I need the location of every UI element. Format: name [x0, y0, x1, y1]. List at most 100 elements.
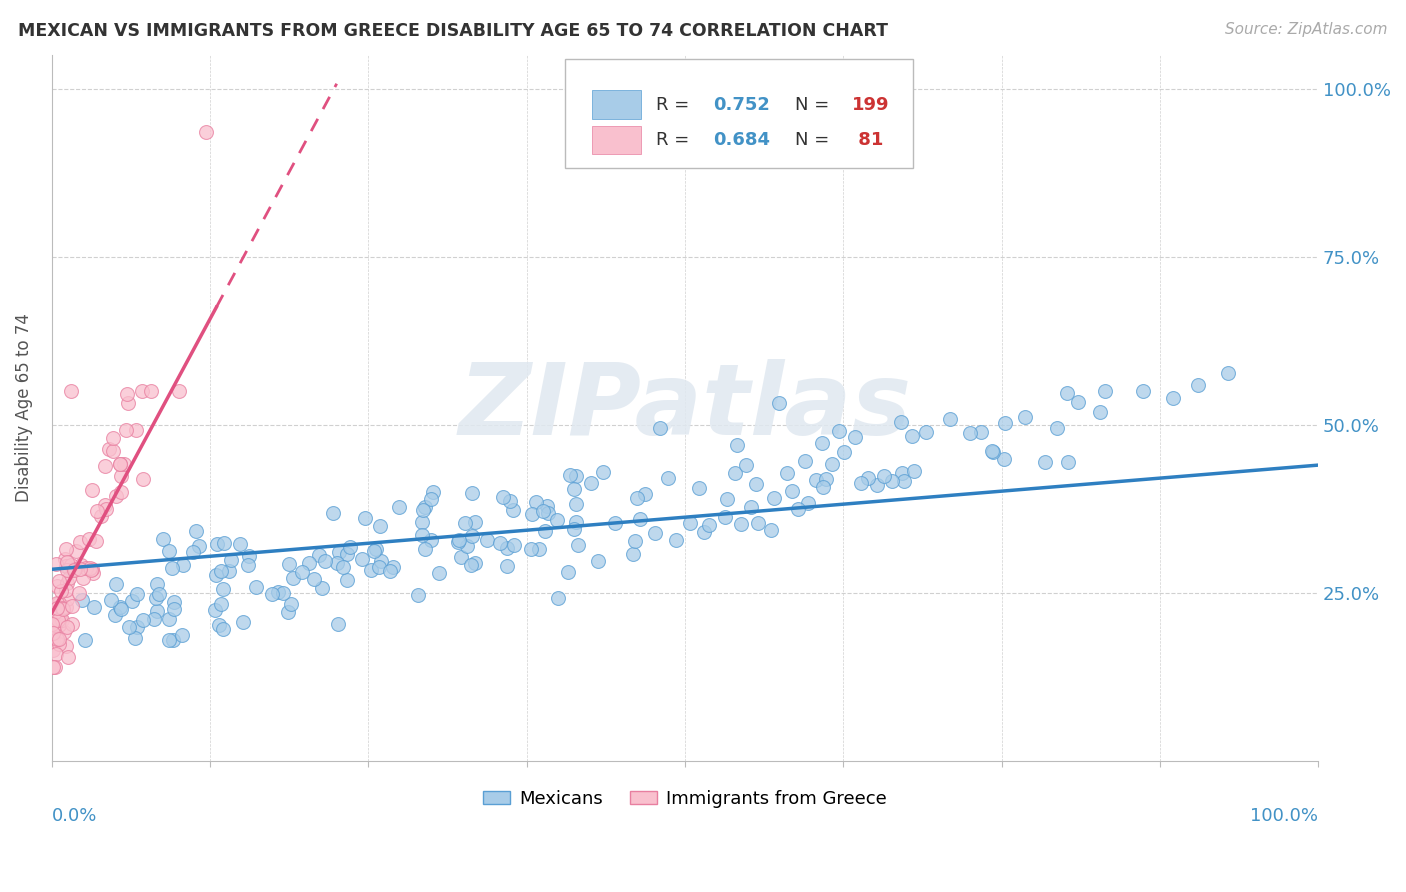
- Point: [352, 551, 374, 566]
- Point: [734, 458, 756, 473]
- Text: 81: 81: [852, 131, 883, 149]
- Point: [84, 533, 107, 548]
- Point: [811, 435, 834, 450]
- Point: [628, 512, 651, 526]
- Point: [579, 475, 602, 490]
- Point: [415, 500, 437, 515]
- Point: [62, 563, 84, 577]
- Point: [624, 533, 647, 548]
- Point: [159, 632, 181, 647]
- Point: [450, 549, 472, 564]
- Point: [212, 535, 235, 549]
- Point: [172, 558, 194, 573]
- Point: [90, 508, 112, 523]
- Point: [42, 659, 65, 673]
- Point: [644, 526, 666, 541]
- Point: [80, 563, 103, 577]
- Point: [238, 558, 260, 572]
- Point: [796, 496, 818, 510]
- Point: [280, 597, 302, 611]
- Point: [665, 533, 688, 548]
- Point: [849, 475, 872, 490]
- Point: [328, 545, 350, 559]
- Point: [657, 471, 679, 485]
- Point: [939, 412, 962, 426]
- Point: [562, 483, 585, 497]
- Point: [187, 539, 209, 553]
- Point: [58, 561, 80, 575]
- Point: [1216, 366, 1239, 380]
- Point: [298, 556, 321, 570]
- Point: [716, 492, 738, 507]
- Point: [77, 532, 100, 546]
- Point: [388, 500, 411, 514]
- Point: [55, 558, 77, 573]
- Point: [534, 524, 557, 538]
- Text: 100.0%: 100.0%: [1250, 806, 1319, 825]
- Point: [893, 475, 915, 489]
- Point: [759, 524, 782, 538]
- Point: [45, 647, 67, 661]
- Y-axis label: Disability Age 65 to 74: Disability Age 65 to 74: [15, 314, 32, 502]
- Point: [901, 429, 924, 443]
- Point: [412, 503, 434, 517]
- Point: [65, 544, 87, 558]
- Point: [63, 562, 86, 576]
- Point: [981, 445, 1004, 459]
- Point: [461, 486, 484, 500]
- Point: [1056, 386, 1078, 401]
- Point: [382, 560, 405, 574]
- Point: [1014, 410, 1036, 425]
- FancyBboxPatch shape: [592, 90, 641, 119]
- Point: [41, 626, 63, 640]
- Point: [866, 478, 889, 492]
- Point: [586, 554, 609, 568]
- Point: [195, 125, 218, 139]
- Point: [314, 554, 336, 568]
- Point: [69, 562, 91, 576]
- Point: [56, 576, 79, 591]
- Point: [55, 542, 77, 557]
- Text: 0.752: 0.752: [713, 95, 769, 113]
- Point: [211, 582, 233, 596]
- Point: [776, 466, 799, 480]
- Point: [53, 552, 76, 566]
- Point: [218, 564, 240, 578]
- Point: [110, 602, 132, 616]
- Point: [160, 561, 183, 575]
- Point: [1094, 384, 1116, 398]
- Point: [502, 503, 524, 517]
- Text: MEXICAN VS IMMIGRANTS FROM GREECE DISABILITY AGE 65 TO 74 CORRELATION CHART: MEXICAN VS IMMIGRANTS FROM GREECE DISABI…: [18, 22, 889, 40]
- Point: [326, 557, 349, 571]
- Point: [124, 632, 146, 646]
- Point: [565, 469, 588, 483]
- Point: [332, 559, 354, 574]
- Point: [41, 617, 63, 632]
- Point: [46, 613, 69, 627]
- Point: [366, 541, 388, 556]
- Point: [406, 588, 429, 602]
- Point: [1132, 384, 1154, 399]
- Point: [103, 444, 125, 458]
- Point: [114, 423, 136, 437]
- Point: [650, 420, 672, 434]
- Point: [117, 396, 139, 410]
- Point: [368, 518, 391, 533]
- Point: [475, 533, 498, 547]
- Point: [492, 491, 515, 505]
- Point: [724, 466, 747, 480]
- Point: [131, 384, 153, 399]
- Point: [69, 534, 91, 549]
- FancyBboxPatch shape: [592, 126, 641, 154]
- Point: [41, 633, 63, 648]
- Point: [502, 538, 524, 552]
- Point: [59, 384, 82, 399]
- Point: [679, 516, 702, 531]
- Point: [326, 617, 349, 632]
- Point: [546, 513, 568, 527]
- Point: [98, 442, 121, 457]
- Point: [48, 632, 70, 646]
- Point: [363, 543, 385, 558]
- Point: [994, 416, 1017, 430]
- Point: [46, 632, 69, 646]
